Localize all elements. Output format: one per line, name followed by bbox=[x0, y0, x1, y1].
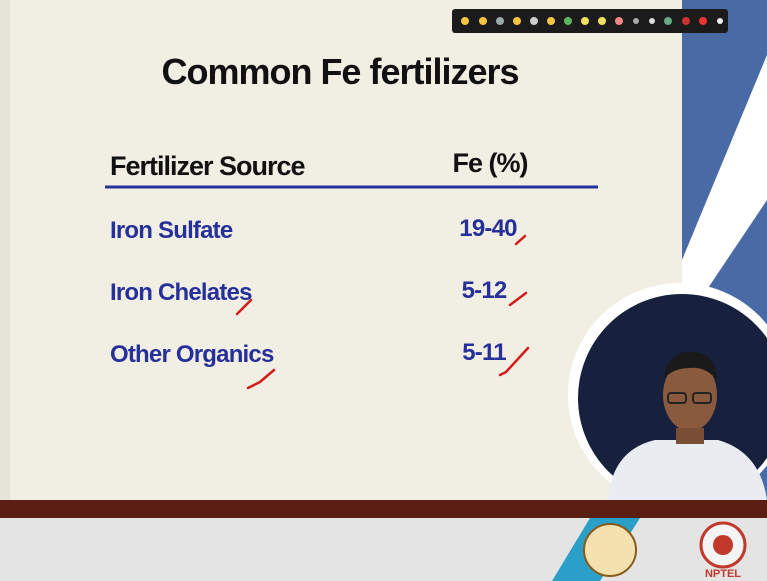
slide: Common Fe fertilizers Fertilizer Source … bbox=[0, 0, 767, 581]
nptel-label: NPTEL bbox=[705, 568, 741, 580]
table-header: Fertilizer Source bbox=[110, 151, 306, 181]
slide-edge bbox=[0, 0, 10, 500]
iit-logo bbox=[584, 524, 636, 576]
footer bbox=[0, 518, 767, 581]
table-cell: Iron Chelates bbox=[110, 279, 252, 306]
table-cell: Other Organics bbox=[110, 341, 274, 368]
table-cell: 5-11 bbox=[462, 339, 506, 366]
nptel-logo-core bbox=[713, 535, 733, 555]
slide-title: Common Fe fertilizers bbox=[161, 51, 518, 92]
table-cell: 19-40 bbox=[459, 215, 517, 242]
table-header: Fe (%) bbox=[453, 148, 528, 178]
table-cell: 5-12 bbox=[462, 277, 507, 304]
screen: Common Fe fertilizers Fertilizer Source … bbox=[0, 0, 767, 581]
bottom-bar bbox=[0, 500, 767, 518]
table-cell: Iron Sulfate bbox=[110, 217, 233, 244]
